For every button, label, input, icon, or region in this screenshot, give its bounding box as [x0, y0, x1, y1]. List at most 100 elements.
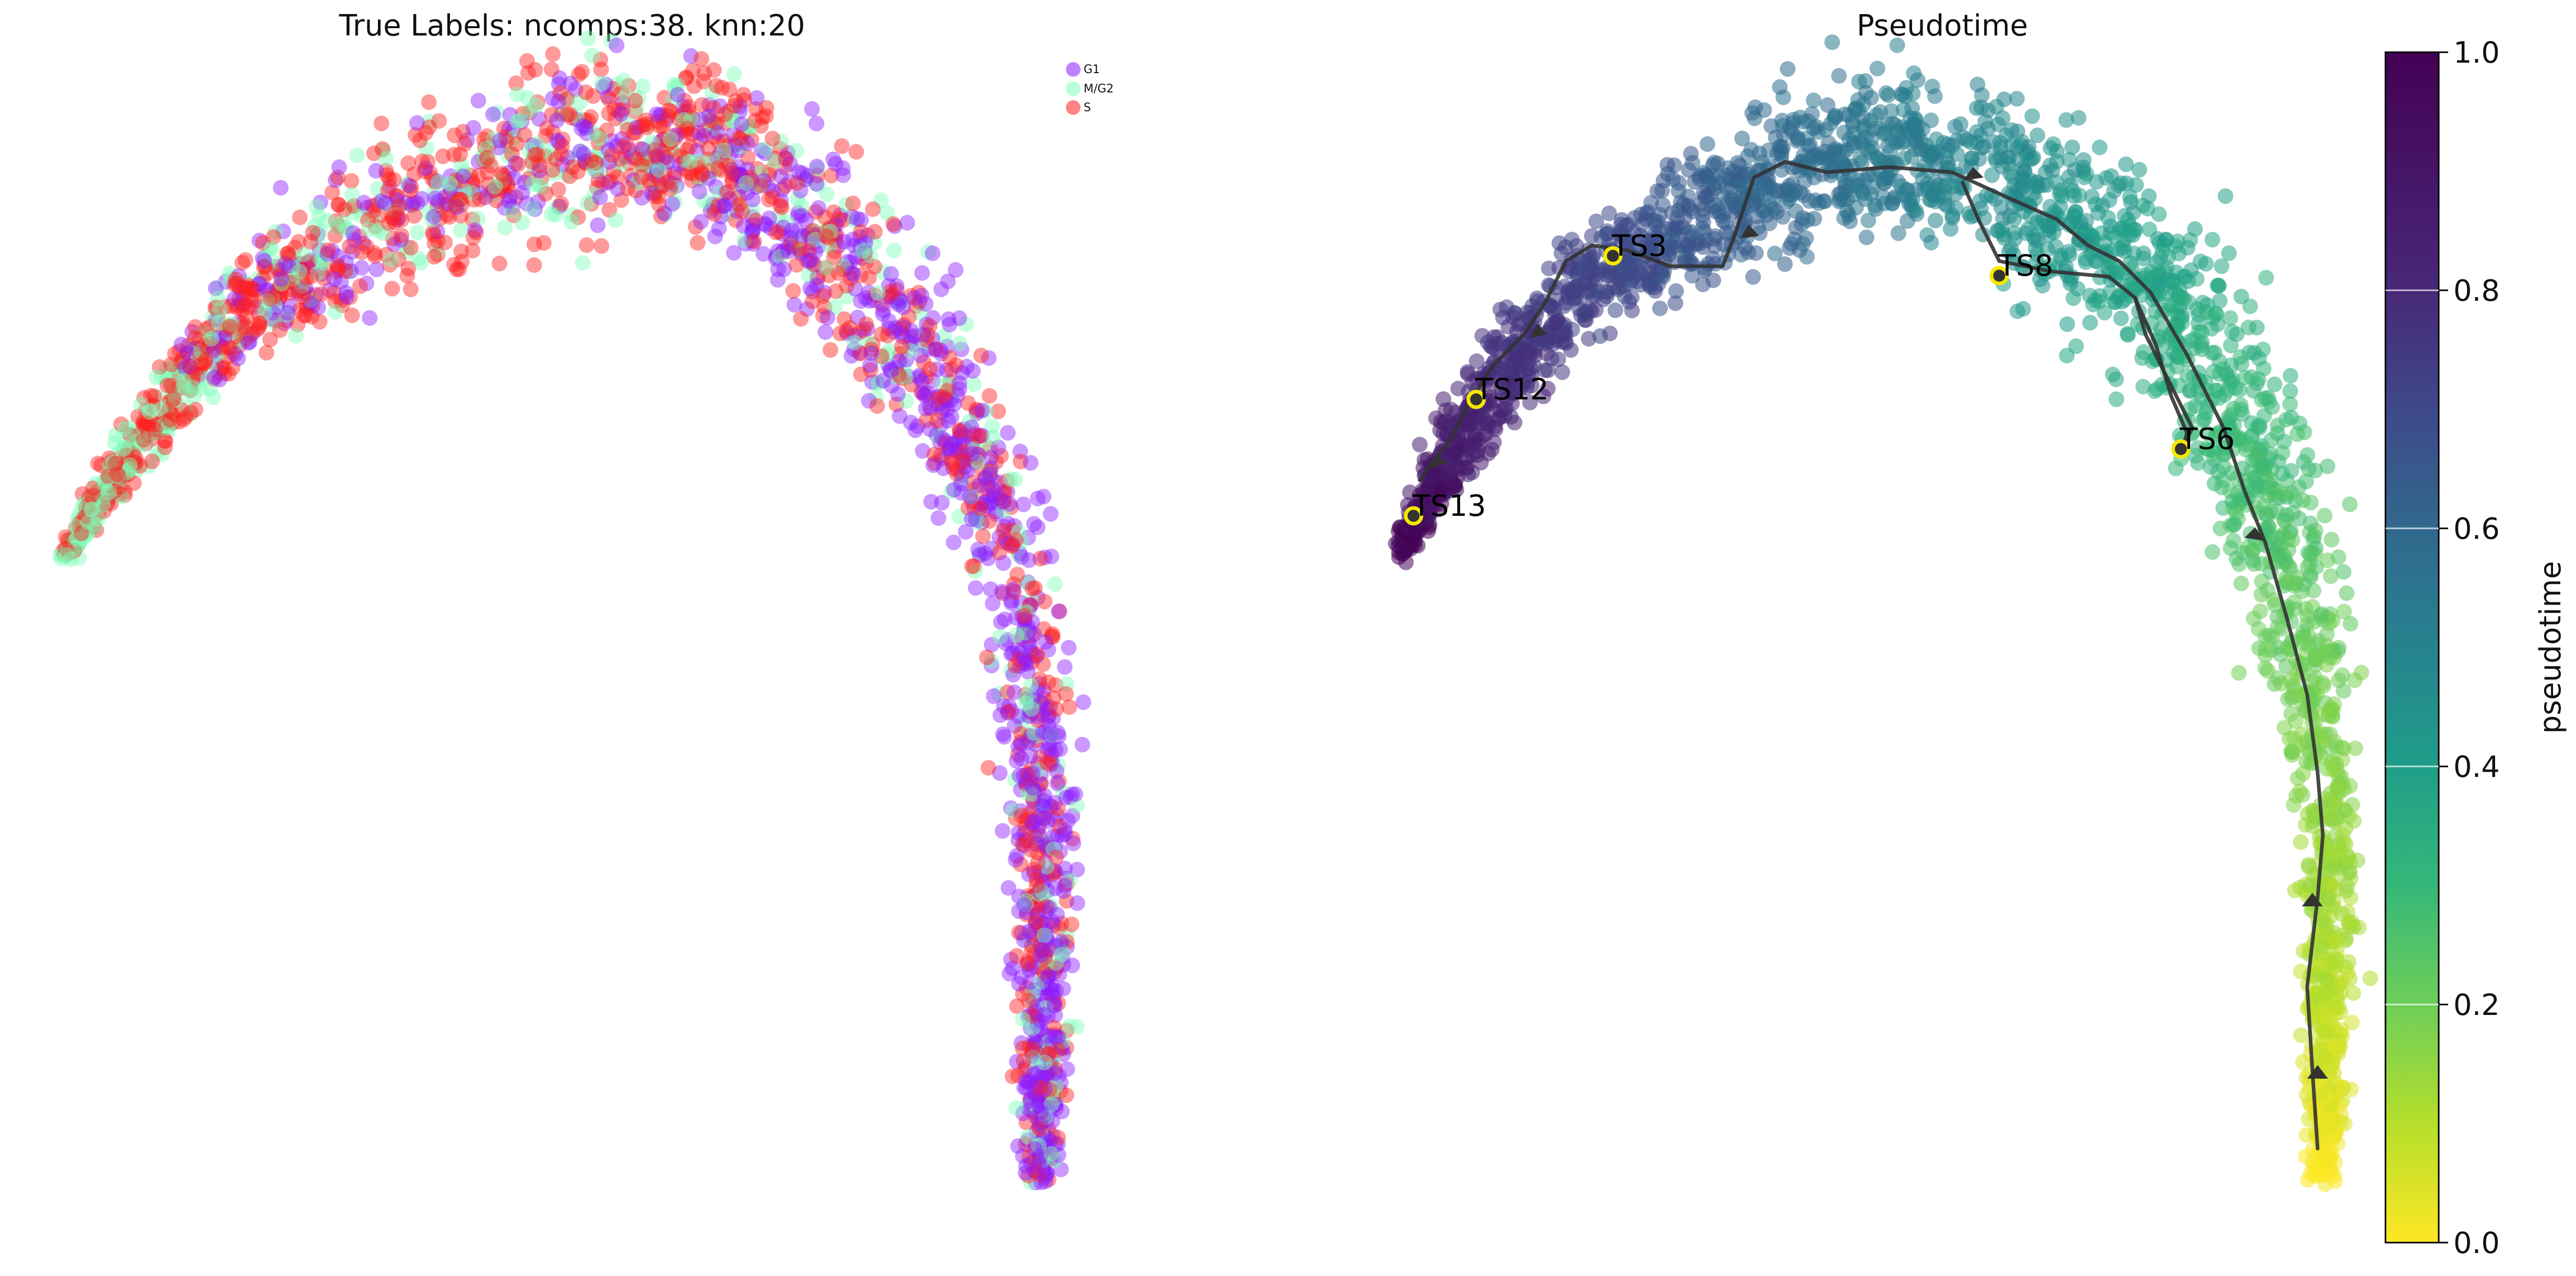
- scatter-point: [340, 264, 357, 280]
- scatter-point: [918, 400, 934, 417]
- scatter-point: [1033, 1104, 1049, 1120]
- scatter-point: [966, 376, 982, 392]
- scatter-point: [354, 244, 370, 261]
- scatter-point: [1008, 1100, 1024, 1116]
- scatter-point: [1043, 1145, 1060, 1162]
- scatter-point: [798, 171, 814, 187]
- scatter-point: [525, 176, 541, 192]
- scatter-point: [2118, 156, 2134, 172]
- scatter-point: [608, 212, 624, 228]
- scatter-point: [128, 463, 144, 479]
- scatter-point: [723, 145, 740, 161]
- scatter-point: [320, 242, 336, 258]
- scatter-point: [1029, 692, 1045, 708]
- scatter-point: [1051, 604, 1067, 620]
- scatter-point: [1040, 1077, 1056, 1093]
- scatter-point: [127, 423, 144, 439]
- scatter-point: [455, 124, 471, 140]
- scatter-point: [1804, 106, 1820, 122]
- scatter-point: [1049, 906, 1065, 923]
- scatter-point: [881, 289, 897, 305]
- scatter-point: [852, 324, 868, 340]
- scatter-point: [565, 159, 580, 175]
- scatter-point: [210, 311, 226, 327]
- scatter-point: [1074, 737, 1090, 753]
- scatter-point: [2342, 497, 2358, 512]
- scatter-point: [1034, 895, 1050, 911]
- scatter-point: [1016, 608, 1032, 624]
- left-scatter-points: [52, 30, 1091, 1190]
- scatter-point: [69, 538, 85, 554]
- scatter-point: [99, 487, 115, 503]
- scatter-point: [1659, 157, 1676, 173]
- scatter-point: [1030, 855, 1046, 871]
- scatter-point: [658, 112, 674, 128]
- scatter-point: [982, 581, 999, 597]
- scatter-point: [406, 195, 422, 211]
- scatter-point: [1869, 61, 1885, 77]
- scatter-point: [549, 112, 565, 128]
- scatter-point: [180, 363, 196, 379]
- scatter-point: [69, 511, 86, 527]
- scatter-point: [1016, 623, 1032, 639]
- scatter-point: [421, 113, 437, 129]
- scatter-point: [1016, 897, 1032, 913]
- scatter-point: [161, 393, 177, 409]
- scatter-point: [981, 350, 997, 366]
- scatter-point: [551, 76, 567, 92]
- scatter-point: [1035, 1158, 1051, 1174]
- scatter-point: [1017, 653, 1034, 669]
- scatter-point: [1009, 998, 1025, 1014]
- scatter-point: [1013, 782, 1029, 798]
- scatter-point: [122, 457, 138, 473]
- scatter-point: [554, 138, 570, 154]
- scatter-point: [2266, 376, 2283, 393]
- scatter-point: [1044, 726, 1060, 742]
- scatter-point: [784, 222, 800, 239]
- scatter-point: [1977, 113, 1993, 129]
- scatter-point: [1036, 690, 1052, 706]
- scatter-point: [738, 175, 754, 191]
- scatter-point: [292, 209, 308, 226]
- scatter-point: [500, 179, 516, 195]
- scatter-point: [574, 64, 590, 80]
- scatter-point: [864, 336, 881, 352]
- scatter-point: [431, 113, 447, 129]
- legend-label-mg2: M/G2: [1084, 82, 1113, 96]
- scatter-point: [606, 80, 622, 97]
- scatter-point: [956, 454, 972, 469]
- scatter-point: [690, 235, 706, 251]
- scatter-point: [1786, 112, 1801, 128]
- scatter-point: [2217, 188, 2234, 204]
- scatter-point: [147, 421, 163, 438]
- scatter-point: [349, 147, 365, 163]
- scatter-point: [384, 280, 400, 297]
- scatter-point: [1075, 694, 1091, 710]
- scatter-point: [330, 196, 347, 212]
- scatter-point: [527, 201, 543, 217]
- scatter-point: [276, 273, 292, 289]
- scatter-point: [2100, 210, 2116, 226]
- scatter-point: [1012, 443, 1028, 459]
- scatter-point: [706, 199, 722, 215]
- scatter-point: [711, 220, 727, 237]
- scatter-point: [891, 297, 907, 313]
- scatter-point: [263, 291, 278, 307]
- scatter-point: [141, 458, 157, 475]
- scatter-point: [1041, 941, 1058, 958]
- scatter-point: [101, 465, 117, 481]
- scatter-point: [1036, 1125, 1052, 1141]
- scatter-point: [1492, 409, 1509, 425]
- left-panel-title: True Labels: ncomps:38. knn:20: [339, 9, 805, 43]
- scatter-point: [1024, 581, 1040, 597]
- scatter-point: [939, 401, 955, 417]
- scatter-point: [1042, 1094, 1059, 1110]
- scatter-point: [418, 125, 434, 141]
- scatter-point: [399, 176, 414, 192]
- scatter-point: [543, 206, 560, 222]
- scatter-point: [635, 78, 651, 94]
- scatter-point: [647, 185, 663, 201]
- scatter-point: [595, 150, 611, 167]
- scatter-point: [1003, 703, 1019, 719]
- scatter-point: [941, 311, 957, 327]
